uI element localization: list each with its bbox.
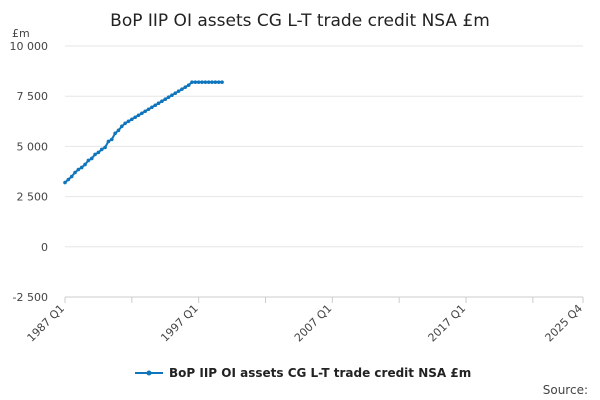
data-point	[86, 158, 91, 163]
data-point	[76, 167, 81, 172]
y-tick-label: 0	[41, 241, 48, 254]
y-tick-label: 5 000	[17, 140, 49, 153]
legend-entry-label: BoP IIP OI assets CG L-T trade credit NS…	[169, 366, 471, 380]
data-point	[113, 131, 117, 136]
x-axis: 1987 Q1 1997 Q1 2007 Q1 2017 Q1 2025 Q4	[25, 296, 586, 345]
data-point	[193, 80, 198, 84]
data-point	[63, 180, 67, 185]
data-point	[83, 162, 87, 167]
data-point	[190, 80, 194, 84]
data-point	[140, 111, 144, 116]
data-point	[166, 95, 171, 99]
data-point	[210, 80, 214, 84]
data-point	[66, 177, 71, 182]
data-point	[213, 80, 218, 84]
legend[interactable]: BoP IIP OI assets CG L-T trade credit NS…	[135, 366, 471, 380]
data-point	[170, 93, 174, 97]
data-point	[106, 139, 111, 144]
data-point	[203, 80, 208, 84]
data-point	[146, 107, 151, 112]
data-point	[156, 101, 161, 106]
data-point	[99, 147, 104, 152]
data-point	[173, 91, 178, 95]
data-point	[196, 80, 201, 84]
y-axis-unit-label: £m	[12, 27, 30, 40]
legend-swatch-marker	[146, 370, 152, 376]
data-point	[160, 99, 164, 104]
data-point	[183, 85, 188, 89]
y-tick-label: -2 500	[13, 291, 48, 304]
data-point	[79, 165, 84, 170]
data-point	[109, 137, 114, 142]
data-point	[220, 80, 224, 84]
x-tick-label: 1997 Q1	[158, 302, 201, 345]
data-point	[130, 117, 134, 122]
y-tick-label: 7 500	[17, 90, 49, 103]
grid-lines	[65, 45, 583, 298]
data-point	[116, 128, 121, 133]
data-point	[143, 109, 148, 114]
data-point	[186, 83, 191, 87]
data-point	[136, 113, 141, 118]
data-point	[73, 170, 77, 175]
data-point	[163, 97, 168, 102]
series-line	[64, 81, 223, 184]
y-tick-label: 10 000	[10, 40, 49, 53]
x-tick-label: 1987 Q1	[25, 302, 68, 345]
source-label: Source:	[543, 383, 588, 397]
data-point	[120, 124, 124, 129]
data-point	[96, 150, 101, 155]
data-point	[153, 103, 158, 108]
chart-title: BoP IIP OI assets CG L-T trade credit NS…	[110, 11, 490, 31]
data-point	[216, 80, 221, 84]
data-point	[180, 87, 184, 91]
x-tick-label: 2017 Q1	[426, 302, 469, 345]
data-point	[89, 156, 94, 161]
data-point	[176, 89, 181, 93]
data-point	[103, 145, 107, 150]
data-point	[133, 115, 137, 120]
series-layer	[63, 80, 224, 185]
data-point	[69, 174, 74, 179]
y-axis: -2 500 0 2 500 5 000 7 500 10 000	[10, 40, 49, 304]
data-point	[200, 80, 204, 84]
data-point	[123, 121, 127, 126]
data-point	[150, 105, 154, 110]
data-point	[93, 152, 97, 157]
y-tick-label: 2 500	[17, 191, 49, 204]
x-tick-label: 2025 Q4	[543, 302, 586, 345]
x-tick-label: 2007 Q1	[292, 302, 335, 345]
data-point	[206, 80, 211, 84]
data-point	[126, 119, 131, 124]
